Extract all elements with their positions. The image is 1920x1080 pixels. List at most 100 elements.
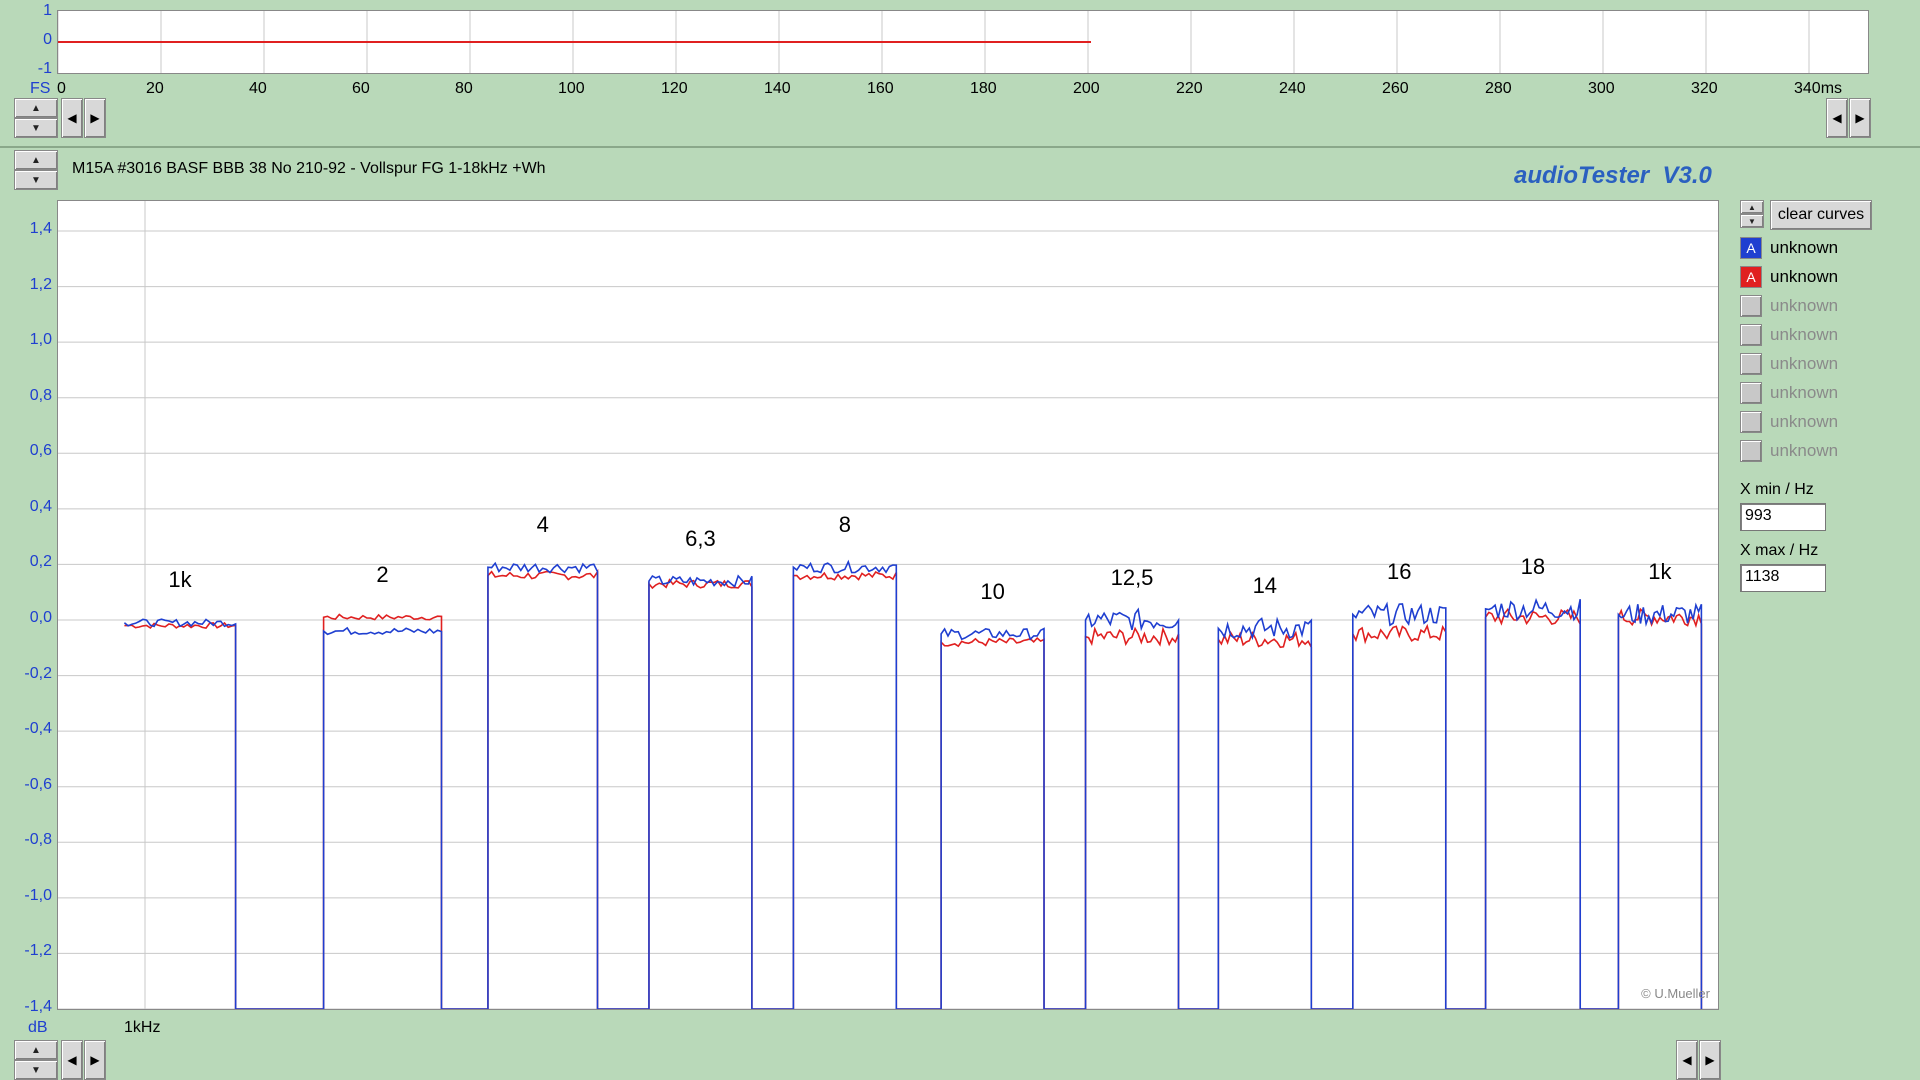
legend-label: unknown: [1770, 267, 1839, 286]
spin-down-icon[interactable]: ▼: [14, 1060, 58, 1080]
legend-item[interactable]: unknown: [1740, 323, 1838, 347]
legend-label: unknown: [1770, 325, 1839, 344]
y-tick-label: 0,0: [29, 609, 52, 626]
top-x-tick: 100: [558, 80, 585, 97]
clear-curves-button[interactable]: clear curves: [1770, 200, 1872, 230]
legend-label: unknown: [1770, 238, 1839, 257]
segment-label: 6,3: [685, 525, 716, 551]
top-right-scroll-left-button[interactable]: ◀: [1826, 98, 1848, 138]
y-tick-label: -0,6: [24, 775, 52, 793]
legend-item[interactable]: unknown: [1740, 439, 1838, 463]
top-x-tick: 180: [970, 80, 997, 97]
top-x-tick: 20: [146, 80, 164, 97]
top-x-tick: 160: [867, 80, 894, 97]
y-tick-label: 1,2: [29, 275, 52, 293]
top-x-tick: 80: [455, 80, 473, 97]
segment-label: 12,5: [1110, 564, 1154, 590]
top-x-tick: 320: [1691, 80, 1718, 97]
y-tick-label: 0,2: [29, 553, 52, 571]
legend-swatch-icon[interactable]: [1740, 324, 1762, 346]
main-plot-svg: [58, 201, 1718, 1009]
db-label: dB: [28, 1019, 48, 1036]
legend-swatch-icon[interactable]: [1740, 295, 1762, 317]
top-zoom-spinner[interactable]: ▲ ▼: [14, 98, 58, 138]
segment-label: 8: [838, 511, 851, 537]
top-x-tick: 240: [1279, 80, 1306, 97]
segment-label: 1k: [1648, 559, 1672, 585]
main-plot: 1k 2 4 6,3 8 10 12,5 14 16 18 1k © U.Mueller: [57, 200, 1719, 1010]
top-x-tick: 40: [249, 80, 267, 97]
top-x-tick: 220: [1176, 80, 1203, 97]
spin-up-icon[interactable]: ▲: [1740, 200, 1764, 214]
legend-spinner[interactable]: ▲ ▼: [1740, 200, 1764, 228]
top-strip-plot: [57, 10, 1869, 74]
legend-label: unknown: [1770, 296, 1839, 315]
xmax-field[interactable]: 1138: [1740, 564, 1826, 592]
plot-title: M15A #3016 BASF BBB 38 No 210-92 - Volls…: [72, 160, 546, 177]
y-tick-label: 0,4: [29, 497, 52, 515]
segment-label: 16: [1387, 559, 1412, 585]
xmin-field[interactable]: 993: [1740, 503, 1826, 531]
bottom-scroll-right-button[interactable]: ▶: [84, 1040, 106, 1080]
spin-down-icon[interactable]: ▼: [1740, 214, 1764, 228]
segment-label: 4: [536, 511, 549, 537]
legend-label: unknown: [1770, 441, 1839, 460]
bottom-scroll-left-button[interactable]: ◀: [61, 1040, 83, 1080]
y-tick-label: -0,2: [24, 664, 52, 682]
series-blue-line: [123, 559, 1703, 1009]
spin-up-icon[interactable]: ▲: [14, 150, 58, 170]
legend-label: unknown: [1770, 412, 1839, 431]
legend-item[interactable]: unknown: [1740, 294, 1838, 318]
top-x-tick: 60: [352, 80, 370, 97]
y-tick-label: -1,4: [24, 998, 52, 1015]
top-x-tick: 260: [1382, 80, 1409, 97]
top-scroll-right-button[interactable]: ▶: [84, 98, 106, 138]
top-x-tick: 340ms: [1794, 80, 1843, 97]
top-right-scroll-right-button[interactable]: ▶: [1849, 98, 1871, 138]
legend-item[interactable]: unknown: [1740, 352, 1838, 376]
freq-label: 1kHz: [124, 1019, 161, 1036]
legend-label: unknown: [1770, 383, 1839, 402]
top-x-tick: 0: [57, 80, 66, 97]
spin-up-icon[interactable]: ▲: [14, 98, 58, 118]
app-name: audioTester V3.0: [1514, 162, 1712, 189]
legend-swatch-icon[interactable]: [1740, 382, 1762, 404]
top-strip-svg: [58, 11, 1810, 73]
bottom-right-scroll-right-button[interactable]: ▶: [1699, 1040, 1721, 1080]
xmin-label: X min / Hz: [1740, 481, 1814, 498]
y-tick-label: -1,0: [24, 886, 52, 904]
spin-down-icon[interactable]: ▼: [14, 118, 58, 138]
y-tick-label: -1,2: [24, 942, 52, 960]
spin-up-icon[interactable]: ▲: [14, 1040, 58, 1060]
legend-swatch-icon[interactable]: [1740, 353, 1762, 375]
segment-label: 14: [1252, 572, 1278, 598]
top-scroll-left-button[interactable]: ◀: [61, 98, 83, 138]
top-x-tick: 140: [764, 80, 791, 97]
legend-item[interactable]: unknown: [1740, 410, 1838, 434]
top-y-tick-1: 1: [43, 2, 52, 19]
segment-label: 18: [1520, 553, 1546, 579]
legend-swatch-icon[interactable]: A: [1740, 266, 1762, 288]
top-x-tick: 300: [1588, 80, 1615, 97]
bottom-zoom-spinner[interactable]: ▲ ▼: [14, 1040, 58, 1080]
y-tick-label: 1,4: [29, 220, 52, 237]
bottom-right-scroll-left-button[interactable]: ◀: [1676, 1040, 1698, 1080]
legend-item[interactable]: unknown: [1740, 381, 1838, 405]
segment-label: 10: [980, 578, 1005, 604]
top-y-tick-0: 0: [43, 31, 52, 48]
segment-label: 1k: [168, 567, 192, 593]
top-x-tick: 120: [661, 80, 688, 97]
legend-swatch-icon[interactable]: [1740, 411, 1762, 433]
copyright-label: © U.Mueller: [1641, 986, 1710, 1001]
top-y-tick-neg1: -1: [37, 60, 52, 77]
y-tick-label: -0,8: [24, 831, 52, 849]
series-red-line: [124, 568, 1703, 1009]
spin-down-icon[interactable]: ▼: [14, 170, 58, 190]
separator: [0, 146, 1920, 148]
legend-swatch-icon[interactable]: A: [1740, 237, 1762, 259]
xmax-label: X max / Hz: [1740, 542, 1819, 559]
main-zoom-spinner[interactable]: ▲ ▼: [14, 150, 58, 190]
legend-swatch-icon[interactable]: [1740, 440, 1762, 462]
